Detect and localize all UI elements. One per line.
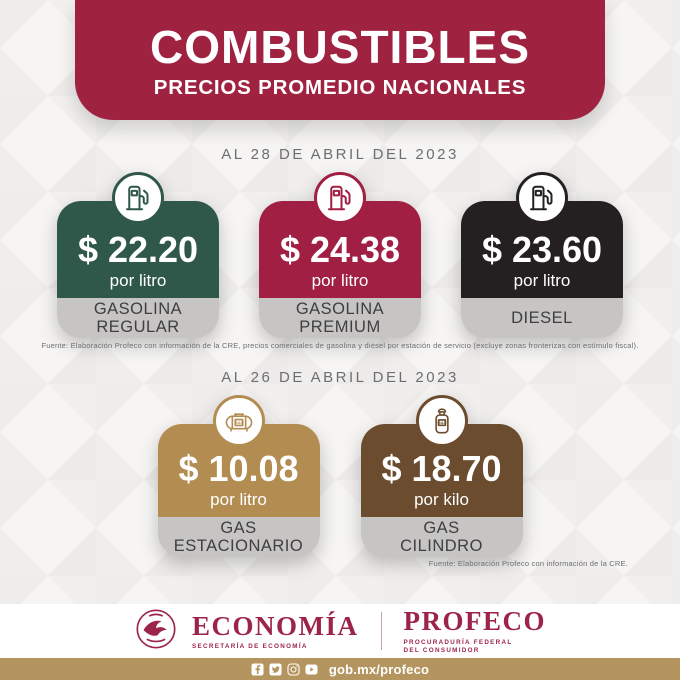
section1-date: AL 28 DE ABRIL DEL 2023 (221, 146, 459, 163)
card-label: DIESEL (461, 298, 623, 338)
footer-logos: ECONOMÍA SECRETARÍA DE ECONOMÍA PROFECO … (0, 604, 680, 658)
price-unit: por litro (210, 490, 267, 509)
card-label: GAS CILINDRO (360, 517, 523, 557)
mexico-eagle-seal-icon (134, 607, 178, 656)
price-value: $ 10.08 (178, 448, 299, 489)
card-label: GASOLINA REGULAR (57, 298, 219, 338)
card-label-line2: REGULAR (96, 318, 180, 336)
price-value: $ 23.60 (481, 229, 603, 270)
card-label-line1: DIESEL (511, 308, 573, 327)
fuel-pump-icon (516, 172, 568, 224)
facebook-icon[interactable] (251, 663, 264, 676)
card-label: GASOLINA PREMIUM (259, 298, 421, 338)
price-value: $ 18.70 (381, 448, 502, 489)
profeco-subtitle-line1: PROCURADURÍA FEDERAL (403, 639, 513, 646)
card-gas-estacionario: GAS $ 10.08 por litro GAS ESTACIONARIO (157, 395, 320, 557)
bottom-bar: gob.mx/profeco (0, 658, 680, 680)
card-label-line1: GAS (423, 518, 460, 537)
page-subtitle: PRECIOS PROMEDIO NACIONALES (153, 76, 527, 99)
price-unit: por litro (109, 271, 167, 290)
fuel-pump-icon (314, 172, 366, 224)
gas-cylinder-icon: GAS (415, 395, 468, 447)
price-unit: por kilo (414, 490, 469, 509)
section2-date: AL 26 DE ABRIL DEL 2023 (221, 369, 459, 386)
card-gas-cilindro: GAS $ 18.70 por kilo GAS CILINDRO (360, 395, 523, 557)
logo-divider (380, 612, 382, 650)
card-label-line1: GASOLINA (295, 299, 385, 318)
card-label-line2: ESTACIONARIO (173, 537, 304, 555)
card-diesel: $ 23.60 por litro DIESEL (461, 172, 623, 338)
economia-logo: ECONOMÍA SECRETARÍA DE ECONOMÍA (192, 610, 359, 650)
gas-icon-text: GAS (437, 420, 446, 425)
profeco-subtitle-line2: DEL CONSUMIDOR (403, 647, 480, 654)
section2-source-note: Fuente: Elaboración Profeco con informac… (428, 559, 628, 568)
fuel-pump-icon (112, 172, 164, 224)
economia-subtitle: SECRETARÍA DE ECONOMÍA (192, 642, 308, 650)
economia-title: ECONOMÍA (192, 610, 359, 641)
card-label-line1: GAS (220, 518, 257, 537)
twitter-icon[interactable] (269, 663, 282, 676)
price-unit: por litro (311, 271, 369, 290)
gas-card-row: GAS $ 10.08 por litro GAS ESTACIONARIO (0, 395, 680, 557)
profeco-title: PROFECO (403, 606, 546, 636)
header-banner: COMBUSTIBLES PRECIOS PROMEDIO NACIONALES (75, 0, 605, 120)
price-value: $ 24.38 (279, 229, 401, 270)
card-label: GAS ESTACIONARIO (157, 517, 320, 557)
card-gasolina-regular: $ 22.20 por litro GASOLINA REGULAR (57, 172, 219, 338)
youtube-icon[interactable] (305, 663, 318, 676)
profeco-logo: PROFECO PROCURADURÍA FEDERAL DEL CONSUMI… (403, 606, 547, 655)
instagram-icon[interactable] (287, 662, 300, 676)
section1-source-note: Fuente: Elaboración Profeco con informac… (41, 341, 639, 350)
gas-tank-icon: GAS (212, 395, 265, 447)
card-label-line1: GASOLINA (93, 299, 183, 318)
card-price-area: $ 10.08 por litro (157, 424, 320, 517)
gas-icon-text: GAS (234, 420, 243, 425)
card-label-line2: CILINDRO (400, 537, 483, 555)
card-label-line2: PREMIUM (299, 318, 381, 336)
page-title: COMBUSTIBLES (150, 21, 530, 73)
card-gasolina-premium: $ 24.38 por litro GASOLINA PREMIUM (259, 172, 421, 338)
price-unit: por litro (513, 271, 571, 290)
fuel-card-row: $ 22.20 por litro GASOLINA REGULAR $ 24.… (0, 172, 680, 338)
gob-mx-profeco-link[interactable]: gob.mx/profeco (328, 661, 430, 677)
price-value: $ 22.20 (77, 229, 199, 270)
